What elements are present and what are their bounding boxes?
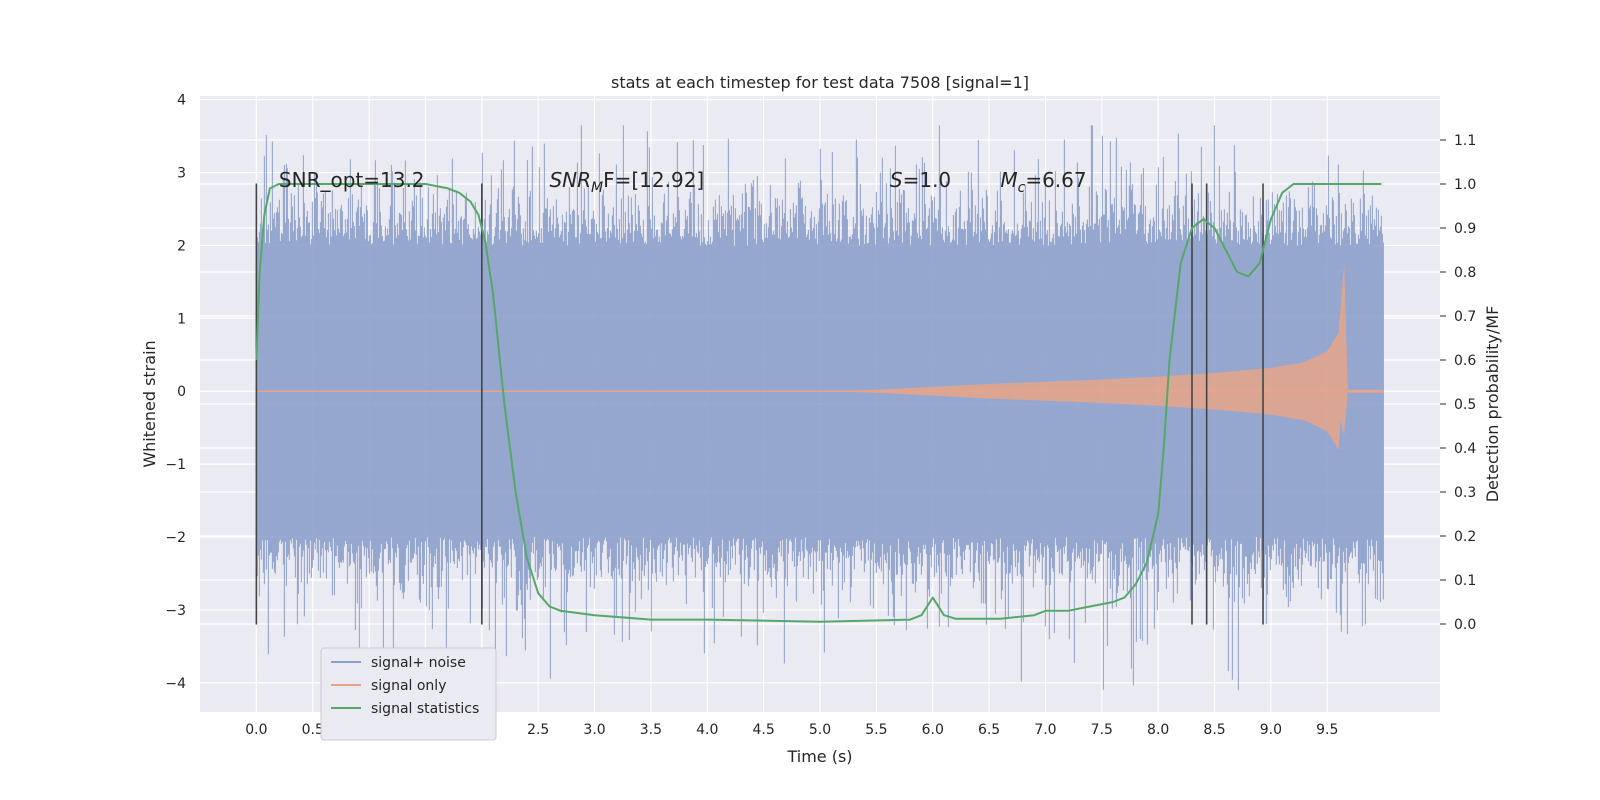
x-tick-label: 0.5 [302,722,324,738]
x-tick-label: 0.0 [245,722,267,738]
x-tick-label: 6.0 [922,722,944,738]
x-tick-label: 8.0 [1147,722,1169,738]
x-tick-label: 2.5 [527,722,549,738]
legend-label-signal-only: signal only [371,678,446,694]
x-axis-label: Time (s) [786,747,852,766]
chart-title: stats at each timestep for test data 750… [611,73,1029,92]
y-tick-label: −4 [165,676,186,692]
series-signal-statistics [255,183,1382,623]
annotation: Mc=6.67 [1000,168,1086,196]
legend: signal+ noise signal only signal statist… [320,647,497,741]
signal-statistics-line [255,183,1382,623]
y-right-tick-label: 0.8 [1454,265,1476,281]
y-tick-label: 1 [177,311,186,327]
y-right-tick-label: 0.1 [1454,573,1476,589]
x-tick-label: 6.5 [978,722,1000,738]
x-tick-label: 4.0 [696,722,718,738]
x-tick-label: 5.0 [809,722,831,738]
annotation: S=1.0 [890,168,951,192]
y-tick-label: 0 [177,384,186,400]
y-tick-label: −2 [165,530,186,546]
x-tick-label: 4.5 [753,722,775,738]
vertical-markers [255,183,1264,625]
y-tick-label: −1 [165,457,186,473]
y-right-tick-label: 0.9 [1454,221,1476,237]
legend-label-signal-noise: signal+ noise [371,655,466,671]
x-tick-label: 5.5 [865,722,887,738]
annotation: SNRMF=[12.92] [549,168,704,196]
y-right-tick-label: 0.2 [1454,529,1476,545]
legend-box [320,647,497,741]
annotation: SNR_opt=13.2 [279,168,425,192]
x-tick-label: 3.5 [640,722,662,738]
x-tick-label: 9.0 [1260,722,1282,738]
annotations: SNR_opt=13.2 SNRMF=[12.92] S=1.0 Mc=6.67 [279,168,1087,196]
y-tick-label: −3 [165,603,186,619]
y-axis-label: Whitened strain [140,340,159,467]
legend-label-signal-statistics: signal statistics [371,701,479,717]
series-signal-only [256,263,1384,450]
y-axis-right-label: Detection probability/MF [1483,306,1502,503]
y-tick-label: 4 [177,93,186,109]
y-right-tick-label: 1.1 [1454,133,1476,149]
y-tick-label: 3 [177,166,186,182]
y-right-tick-label: 0.4 [1454,441,1476,457]
y-right-tick-label: 0.7 [1454,309,1476,325]
y-right-tick-label: 0.0 [1454,617,1476,633]
y-right-tick-label: 0.6 [1454,353,1476,369]
y-tick-label: 2 [177,238,186,254]
x-tick-label: 8.5 [1203,722,1225,738]
y-right-tick-label: 0.5 [1454,397,1476,413]
y-right-tick-label: 0.3 [1454,485,1476,501]
x-tick-label: 7.5 [1091,722,1113,738]
x-tick-label: 9.5 [1316,722,1338,738]
x-tick-label: 7.0 [1034,722,1056,738]
y-right-tick-label: 1.0 [1454,177,1476,193]
x-tick-label: 3.0 [583,722,605,738]
